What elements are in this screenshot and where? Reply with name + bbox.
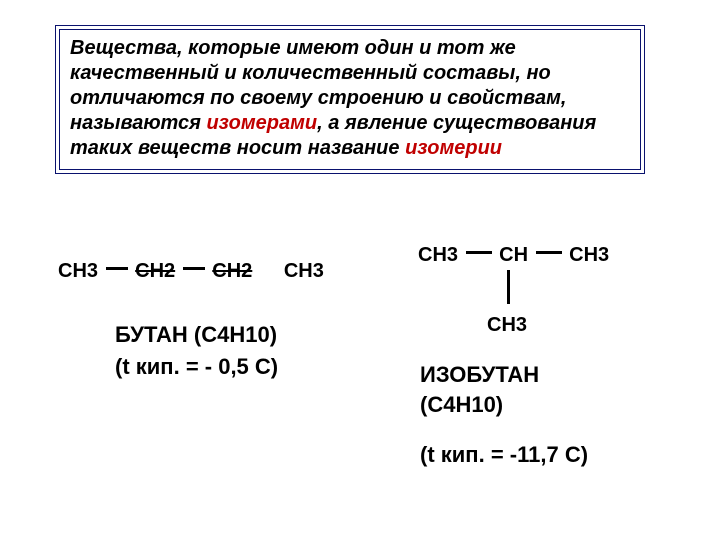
isobutane-g3: CH3 bbox=[569, 244, 609, 267]
butane-g2: CH2 bbox=[135, 260, 175, 283]
isobutane-bp: (t кип. = -11,7 С) bbox=[420, 440, 588, 470]
butane-formula: CH3 CH2 CH2 CH3 bbox=[58, 260, 324, 283]
butane-g4: CH3 bbox=[284, 260, 324, 283]
butane-g3: CH2 bbox=[212, 260, 252, 283]
butane-name: БУТАН (С4Н10) bbox=[115, 320, 277, 350]
bond-icon bbox=[183, 267, 205, 270]
bond-icon bbox=[536, 251, 562, 254]
definition-box-outer: Вещества, которые имеют один и тот же ка… bbox=[55, 25, 645, 174]
bond-icon bbox=[466, 251, 492, 254]
butane-bp: (t кип. = - 0,5 С) bbox=[115, 352, 278, 382]
definition-em2: изомерии bbox=[405, 137, 502, 159]
isobutane-formula-row: CH3 CH CH3 bbox=[418, 244, 609, 267]
isobutane-g1: CH3 bbox=[418, 244, 458, 267]
slide: Вещества, которые имеют один и тот же ка… bbox=[0, 0, 720, 540]
isobutane-name-2: (С4Н10) bbox=[420, 390, 503, 420]
butane-g1: CH3 bbox=[58, 260, 98, 283]
isobutane-name-1: ИЗОБУТАН bbox=[420, 360, 539, 390]
definition-box-inner: Вещества, которые имеют один и тот же ка… bbox=[59, 29, 641, 170]
bond-icon bbox=[106, 267, 128, 270]
vertical-bond-icon bbox=[507, 270, 510, 304]
isobutane-g2: CH bbox=[499, 244, 528, 267]
definition-text: Вещества, которые имеют один и тот же ка… bbox=[70, 37, 596, 159]
definition-em1: изомерами bbox=[206, 112, 317, 134]
isobutane-g-below: CH3 bbox=[487, 314, 527, 337]
